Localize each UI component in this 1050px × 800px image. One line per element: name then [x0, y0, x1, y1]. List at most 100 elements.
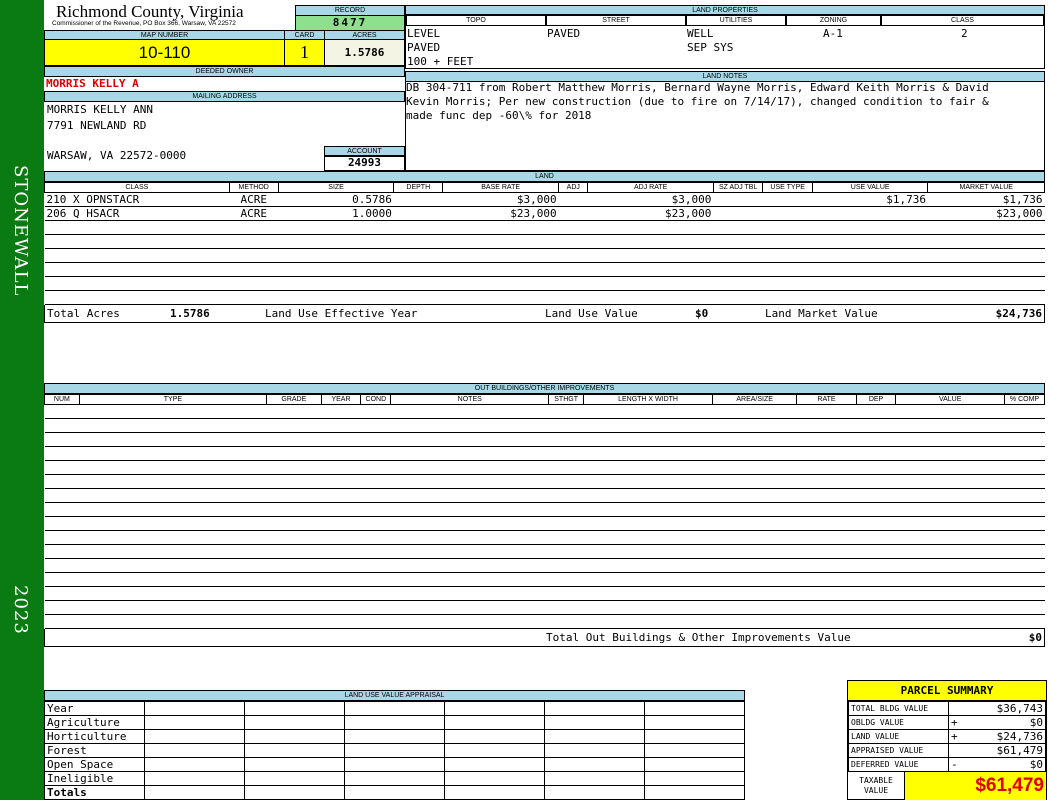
- table-cell: [762, 192, 813, 207]
- table-cell: [44, 544, 1045, 559]
- table-cell: [393, 248, 443, 263]
- table-row: [44, 600, 1045, 615]
- county-title: Richmond County, Virginia: [56, 2, 244, 21]
- table-cell: APPRAISED VALUE: [848, 743, 949, 758]
- col-zoning: ZONING: [786, 15, 881, 26]
- table-cell: [144, 729, 245, 744]
- table-cell: [762, 262, 813, 277]
- outbuildings-section: OUT BUILDINGS/OTHER IMPROVEMENTS NUM TYPE…: [44, 383, 1045, 647]
- table-cell: [44, 276, 230, 291]
- table-cell: [442, 276, 559, 291]
- table-cell: [544, 743, 645, 758]
- table-cell: RATE: [796, 394, 857, 405]
- table-cell: [229, 276, 279, 291]
- table-cell: [244, 743, 345, 758]
- total-acres-label: Total Acres: [47, 307, 120, 320]
- table-row: 210 X OPNSTACR ACRE 0.5786 $3,000 $3,000 $1,7…: [44, 192, 1045, 207]
- table-cell: [812, 262, 928, 277]
- table-cell: [229, 262, 279, 277]
- table-cell: [244, 729, 345, 744]
- table-cell: NOTES: [390, 394, 550, 405]
- taxable-label: TAXABLE VALUE: [848, 772, 905, 800]
- table-cell: [393, 262, 443, 277]
- table-cell: [393, 220, 443, 235]
- table-cell: 210 X OPNSTACR: [44, 192, 230, 207]
- table-cell: $24,736: [960, 729, 1046, 744]
- table-cell: [812, 276, 928, 291]
- col-street: STREET: [546, 15, 686, 26]
- table-cell: TOTAL BLDG VALUE: [848, 701, 949, 716]
- acres-value: 1.5786: [324, 39, 405, 66]
- table-cell: [442, 290, 559, 305]
- zoning-value: A-1: [823, 27, 843, 40]
- table-cell: [927, 276, 1045, 291]
- table-cell: [44, 460, 1045, 475]
- table-cell: [44, 290, 230, 305]
- table-cell: +: [948, 729, 961, 744]
- table-row: Forest: [44, 743, 745, 758]
- table-cell: [278, 290, 394, 305]
- table-cell: [44, 516, 1045, 531]
- table-cell: Open Space: [44, 757, 145, 772]
- table-cell: [44, 572, 1045, 587]
- map-number: 10-110: [44, 39, 285, 66]
- table-cell: [44, 502, 1045, 517]
- table-cell: [587, 220, 714, 235]
- table-cell: [229, 220, 279, 235]
- table-cell: [244, 701, 345, 716]
- table-cell: [144, 701, 245, 716]
- table-cell: COND: [360, 394, 392, 405]
- table-cell: Forest: [44, 743, 145, 758]
- table-cell: [393, 290, 443, 305]
- table-cell: [587, 248, 714, 263]
- table-cell: $23,000: [927, 206, 1045, 221]
- table-row: Horticulture: [44, 729, 745, 744]
- table-cell: [558, 290, 588, 305]
- table-cell: +: [948, 715, 961, 730]
- land-table: CLASS METHOD SIZE DEPTH BASE RATE ADJ ADJ RATE…: [44, 182, 1045, 305]
- table-cell: [713, 206, 763, 221]
- table-row: [44, 432, 1045, 447]
- table-row: [44, 248, 1045, 263]
- table-cell: MARKET VALUE: [927, 182, 1045, 193]
- table-cell: [948, 701, 961, 716]
- table-cell: [144, 785, 245, 800]
- table-cell: [444, 771, 545, 786]
- table-row: [44, 572, 1045, 587]
- table-cell: [44, 474, 1045, 489]
- table-cell: [544, 771, 645, 786]
- summary-table: TOTAL BLDG VALUE $36,743 OBLDG VALUE + $0 LAN…: [848, 701, 1046, 772]
- table-cell: [762, 206, 813, 221]
- table-cell: [644, 785, 745, 800]
- table-row: Totals: [44, 785, 745, 800]
- table-cell: [713, 234, 763, 249]
- table-cell: [44, 614, 1045, 629]
- table-cell: [762, 234, 813, 249]
- table-cell: [44, 262, 230, 277]
- table-cell: DEPTH: [393, 182, 444, 193]
- table-cell: $1,736: [812, 192, 928, 207]
- table-cell: [344, 785, 445, 800]
- table-row: [44, 516, 1045, 531]
- table-cell: $23,000: [587, 206, 714, 221]
- table-cell: [558, 192, 588, 207]
- table-cell: LAND VALUE: [848, 729, 949, 744]
- table-cell: [229, 248, 279, 263]
- table-cell: % COMP: [1004, 394, 1045, 405]
- account-label: ACCOUNT: [324, 146, 405, 157]
- table-cell: [713, 262, 763, 277]
- table-cell: [278, 220, 394, 235]
- table-cell: [229, 290, 279, 305]
- table-cell: [558, 248, 588, 263]
- utilities-values: WELL SEP SYS: [687, 27, 733, 55]
- table-cell: Agriculture: [44, 715, 145, 730]
- mailing-label: MAILING ADDRESS: [44, 91, 405, 102]
- topo: LEVEL: [407, 27, 441, 40]
- table-cell: [44, 530, 1045, 545]
- market-label: Land Market Value: [765, 307, 878, 320]
- table-row: Ineligible: [44, 771, 745, 786]
- table-cell: [713, 248, 763, 263]
- table-cell: LENGTH X WIDTH: [583, 394, 713, 405]
- taxable-value: $61,479: [905, 772, 1046, 800]
- table-cell: [393, 206, 443, 221]
